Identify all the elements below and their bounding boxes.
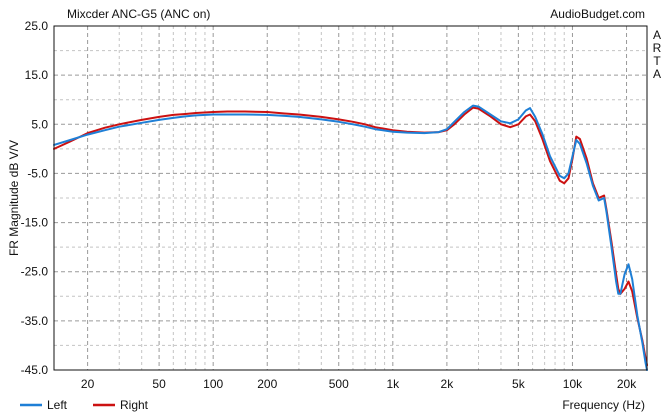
x-tick-label: 20 bbox=[81, 377, 95, 391]
arta-letter-2: R bbox=[653, 41, 662, 55]
grid bbox=[54, 25, 647, 371]
arta-label: A R T A bbox=[653, 28, 662, 81]
x-tick-label: 1k bbox=[386, 377, 400, 391]
arta-letter-4: A bbox=[653, 67, 661, 81]
series-line-right bbox=[53, 106, 648, 367]
series-line-left bbox=[53, 104, 648, 371]
arta-letter-3: T bbox=[653, 54, 661, 68]
y-tick-label: 15.0 bbox=[25, 68, 49, 82]
y-tick-label: -15.0 bbox=[21, 216, 49, 230]
chart-source: AudioBudget.com bbox=[550, 7, 645, 21]
y-tick-label: -25.0 bbox=[21, 265, 49, 279]
x-tick-label: 5k bbox=[512, 377, 526, 391]
y-tick-label: -5.0 bbox=[27, 166, 48, 180]
x-tick-label: 100 bbox=[203, 377, 223, 391]
y-tick-label: -35.0 bbox=[21, 314, 49, 328]
legend-left-label: Left bbox=[47, 398, 68, 412]
x-tick-label: 2k bbox=[441, 377, 455, 391]
y-axis-label: FR Magnitude dB V/V bbox=[7, 140, 21, 256]
y-tick-label: -45.0 bbox=[21, 363, 49, 377]
y-tick-labels: 25.0 15.0 5.0 -5.0 -15.0 -25.0 -35.0 -45.0 bbox=[21, 19, 49, 377]
data-series bbox=[53, 104, 648, 371]
x-tick-label: 20k bbox=[617, 377, 637, 391]
y-tick-label: 5.0 bbox=[31, 117, 48, 131]
x-tick-label: 200 bbox=[257, 377, 277, 391]
arta-letter-1: A bbox=[653, 28, 661, 42]
x-tick-label: 50 bbox=[152, 377, 166, 391]
chart-title: Mixcder ANC-G5 (ANC on) bbox=[67, 7, 210, 21]
x-tick-labels: 20 50 100 200 500 1k 2k 5k 10k 20k bbox=[81, 377, 637, 391]
legend: Left Right bbox=[20, 398, 149, 412]
plot-area-border bbox=[53, 25, 648, 371]
x-tick-label: 500 bbox=[329, 377, 349, 391]
x-axis-label: Frequency (Hz) bbox=[562, 398, 645, 412]
x-tick-label: 10k bbox=[563, 377, 583, 391]
y-tick-label: 25.0 bbox=[25, 19, 49, 33]
legend-right-label: Right bbox=[120, 398, 149, 412]
